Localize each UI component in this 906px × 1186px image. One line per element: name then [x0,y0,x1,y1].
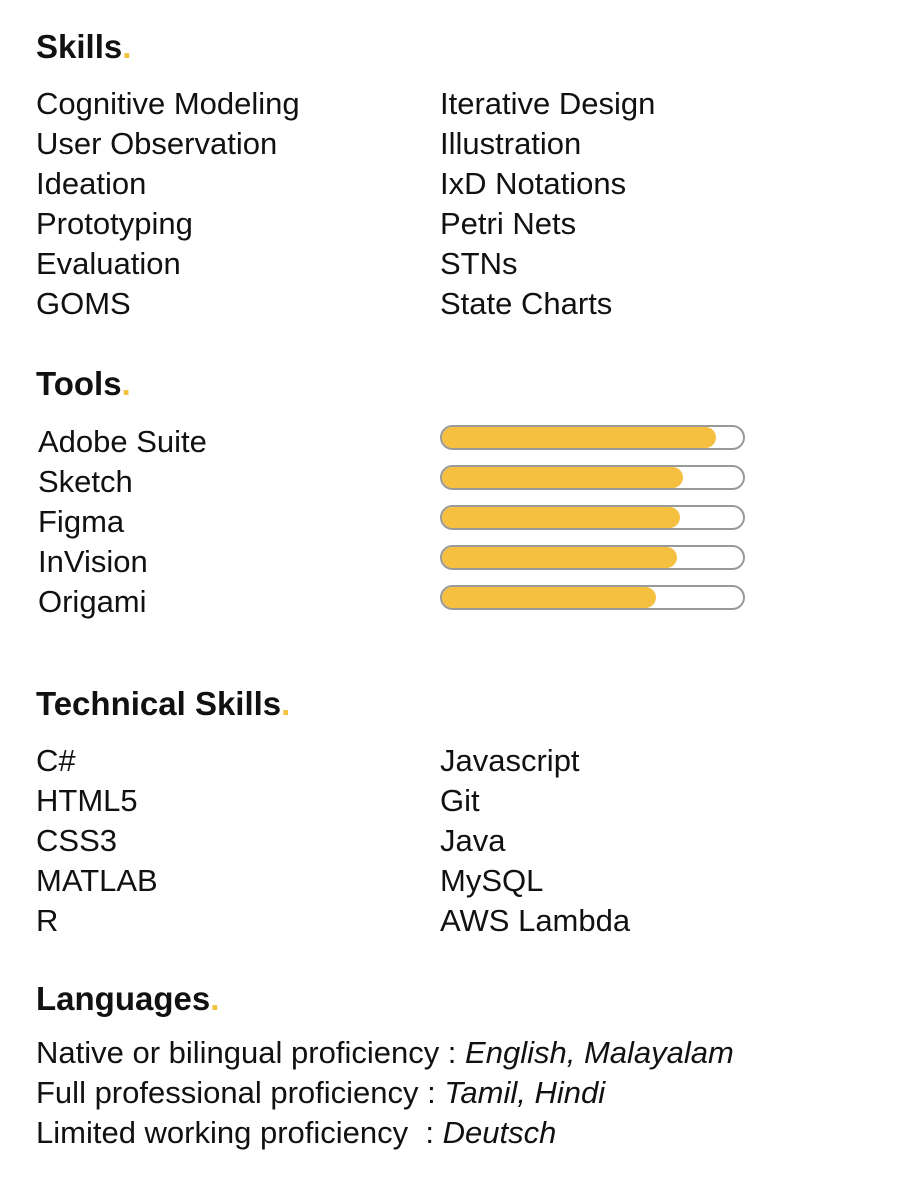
proficiency-label: Full professional proficiency : [36,1075,445,1110]
tool-level-bar [440,425,745,450]
tool-name: Origami [38,584,147,619]
list-item: State Charts [440,286,613,321]
tool-level-bar [440,465,745,490]
list-item: R [36,903,59,938]
language-names: English, Malayalam [465,1035,734,1070]
tool-name: InVision [38,544,148,579]
technical-left-list: C# HTML5 CSS3 MATLAB R [36,741,158,941]
list-item: CSS3 [36,823,117,858]
language-row: Limited working proficiency : Deutsch [36,1113,734,1153]
list-item: Petri Nets [440,206,577,241]
list-item: C# [36,743,76,778]
skills-left-list: Cognitive Modeling User Observation Ideati… [36,84,300,324]
tool-level-fill [442,427,716,448]
skills-right-list: Iterative Design Illustration IxD Notation… [440,84,655,324]
tool-level-fill [442,467,683,488]
skills-heading: Skills. [36,28,132,65]
tools-list: Adobe Suite Sketch Figma InVision Origami [38,422,207,622]
list-item: Prototyping [36,206,193,241]
technical-skills-heading: Technical Skills. [36,685,291,722]
tool-level-fill [442,587,656,608]
language-row: Full professional proficiency : Tamil, H… [36,1073,734,1113]
list-item: Java [440,823,506,858]
list-item: MySQL [440,863,544,898]
language-names: Tamil, Hindi [444,1075,606,1110]
list-item: Git [440,783,480,818]
technical-right-list: Javascript Git Java MySQL AWS Lambda [440,741,630,941]
list-item: Ideation [36,166,147,201]
language-row: Native or bilingual proficiency : Englis… [36,1033,734,1073]
languages-heading: Languages. [36,980,220,1017]
list-item: Illustration [440,126,582,161]
languages-list: Native or bilingual proficiency : Englis… [36,1033,734,1153]
list-item: AWS Lambda [440,903,631,938]
list-item: IxD Notations [440,166,627,201]
list-item: Iterative Design [440,86,656,121]
list-item: STNs [440,246,518,281]
tool-level-bar [440,545,745,570]
list-item: Cognitive Modeling [36,86,300,121]
tool-level-bar [440,505,745,530]
list-item: Evaluation [36,246,181,281]
tool-name: Figma [38,504,125,539]
tool-level-fill [442,507,680,528]
list-item: User Observation [36,126,278,161]
proficiency-label: Limited working proficiency : [36,1115,443,1150]
tool-level-fill [442,547,677,568]
list-item: MATLAB [36,863,158,898]
list-item: Javascript [440,743,580,778]
tool-name: Sketch [38,464,133,499]
list-item: GOMS [36,286,131,321]
tools-heading: Tools. [36,365,131,402]
tool-level-bar [440,585,745,610]
language-names: Deutsch [442,1115,557,1150]
list-item: HTML5 [36,783,138,818]
tool-name: Adobe Suite [38,424,207,459]
proficiency-label: Native or bilingual proficiency : [36,1035,466,1070]
